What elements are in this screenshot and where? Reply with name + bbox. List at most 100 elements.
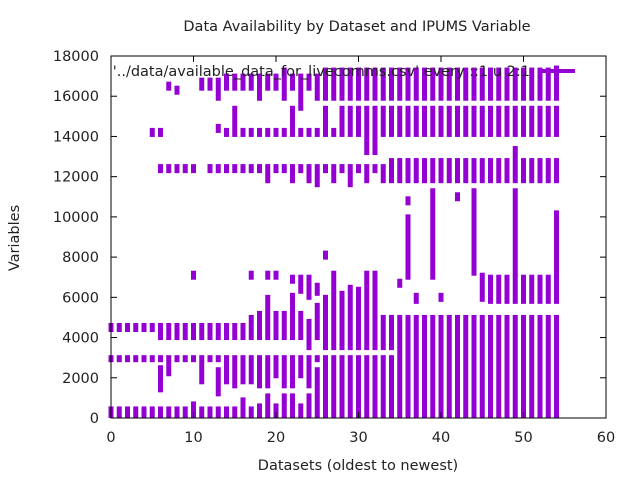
data-point-run bbox=[298, 127, 304, 137]
data-point-run bbox=[215, 164, 221, 174]
data-point-run bbox=[397, 278, 403, 288]
data-point-run bbox=[504, 274, 510, 304]
y-tick-label: 12000 bbox=[53, 170, 99, 186]
data-point-run bbox=[306, 393, 312, 418]
data-point-run bbox=[389, 67, 394, 101]
axis-ticks: 0 10 20 30 40 50 60 0 2000 4000 6000 8000 10000 12000… bbox=[53, 49, 615, 446]
data-point-run bbox=[257, 403, 262, 418]
data-point-run bbox=[488, 67, 493, 101]
data-point-run bbox=[323, 294, 328, 351]
data-point-run bbox=[413, 67, 419, 101]
data-point-run bbox=[471, 188, 477, 276]
data-point-run bbox=[446, 105, 452, 137]
data-point-run bbox=[488, 314, 493, 418]
data-point-run bbox=[191, 401, 196, 418]
data-point-run bbox=[463, 105, 469, 137]
data-point-run bbox=[504, 314, 510, 418]
data-point-run bbox=[537, 314, 543, 418]
data-point-run bbox=[545, 67, 551, 101]
data-point-run bbox=[191, 322, 196, 341]
data-point-run bbox=[438, 158, 444, 184]
data-point-run bbox=[405, 67, 411, 101]
data-point-run bbox=[158, 355, 163, 363]
data-point-run bbox=[446, 67, 452, 101]
data-point-run bbox=[471, 67, 477, 101]
data-point-run bbox=[224, 406, 229, 418]
data-point-run bbox=[166, 355, 172, 377]
data-point-run bbox=[224, 322, 229, 341]
data-point-run bbox=[182, 406, 188, 418]
data-point-run bbox=[248, 127, 254, 137]
data-point-run bbox=[298, 310, 304, 341]
data-point-run bbox=[306, 274, 312, 300]
data-point-run bbox=[281, 127, 287, 137]
data-point-run bbox=[323, 355, 328, 418]
data-point-run bbox=[537, 274, 543, 304]
data-point-run bbox=[430, 105, 436, 137]
data-point-run bbox=[158, 406, 163, 418]
data-point-run bbox=[479, 272, 485, 302]
data-point-run bbox=[306, 318, 312, 351]
data-point-run bbox=[191, 164, 196, 174]
data-point-run bbox=[290, 274, 295, 284]
data-point-run bbox=[240, 355, 246, 385]
data-point-run bbox=[281, 67, 287, 101]
data-point-run bbox=[496, 314, 502, 418]
data-point-run bbox=[389, 105, 394, 137]
data-point-run bbox=[248, 355, 254, 385]
data-point-run bbox=[248, 73, 254, 91]
data-point-run bbox=[182, 164, 188, 174]
y-tick-label: 2000 bbox=[62, 371, 99, 387]
data-point-run bbox=[248, 314, 254, 341]
data-point-run bbox=[191, 270, 196, 280]
data-point-run bbox=[314, 127, 320, 137]
data-point-run bbox=[463, 158, 469, 184]
data-point-run bbox=[372, 355, 378, 418]
data-point-run bbox=[405, 196, 411, 206]
data-point-run bbox=[273, 355, 279, 379]
data-point-run bbox=[496, 105, 502, 137]
data-point-run bbox=[479, 314, 485, 418]
data-point-run bbox=[174, 322, 180, 341]
data-point-run bbox=[240, 127, 246, 137]
data-point-run bbox=[215, 367, 221, 397]
data-point-run bbox=[174, 164, 180, 174]
data-point-run bbox=[158, 365, 163, 393]
data-point-run bbox=[430, 314, 436, 418]
data-point-run bbox=[232, 406, 238, 418]
data-point-run bbox=[290, 73, 295, 91]
data-point-run bbox=[463, 314, 469, 418]
data-point-run bbox=[323, 105, 328, 137]
data-point-run bbox=[405, 314, 411, 418]
data-point-run bbox=[257, 127, 262, 137]
data-point-run bbox=[372, 164, 378, 174]
data-point-run bbox=[141, 322, 147, 333]
data-point-run bbox=[298, 73, 304, 111]
data-point-run bbox=[232, 355, 238, 389]
data-point-run bbox=[323, 67, 328, 101]
data-point-run bbox=[504, 158, 510, 184]
x-tick-label: 50 bbox=[514, 430, 532, 446]
data-point-run bbox=[133, 322, 139, 333]
y-tick-label: 10000 bbox=[53, 210, 99, 226]
y-tick-label: 18000 bbox=[53, 49, 99, 65]
data-point-run bbox=[405, 214, 411, 280]
data-point-run bbox=[116, 355, 122, 363]
data-point-run bbox=[380, 314, 386, 351]
data-point-run bbox=[537, 105, 543, 137]
data-point-run bbox=[257, 310, 262, 341]
data-point-run bbox=[479, 105, 485, 137]
data-point-run bbox=[149, 355, 155, 363]
data-point-run bbox=[273, 164, 279, 174]
data-point-run bbox=[438, 105, 444, 137]
data-point-run bbox=[331, 127, 337, 137]
data-point-run bbox=[372, 270, 378, 351]
data-point-run bbox=[405, 158, 411, 184]
data-point-run bbox=[397, 67, 403, 101]
data-point-run bbox=[347, 164, 353, 188]
data-point-run bbox=[116, 322, 122, 333]
data-point-run bbox=[265, 164, 271, 184]
data-point-run bbox=[512, 274, 518, 304]
data-point-run bbox=[215, 406, 221, 418]
data-point-run bbox=[207, 77, 213, 91]
